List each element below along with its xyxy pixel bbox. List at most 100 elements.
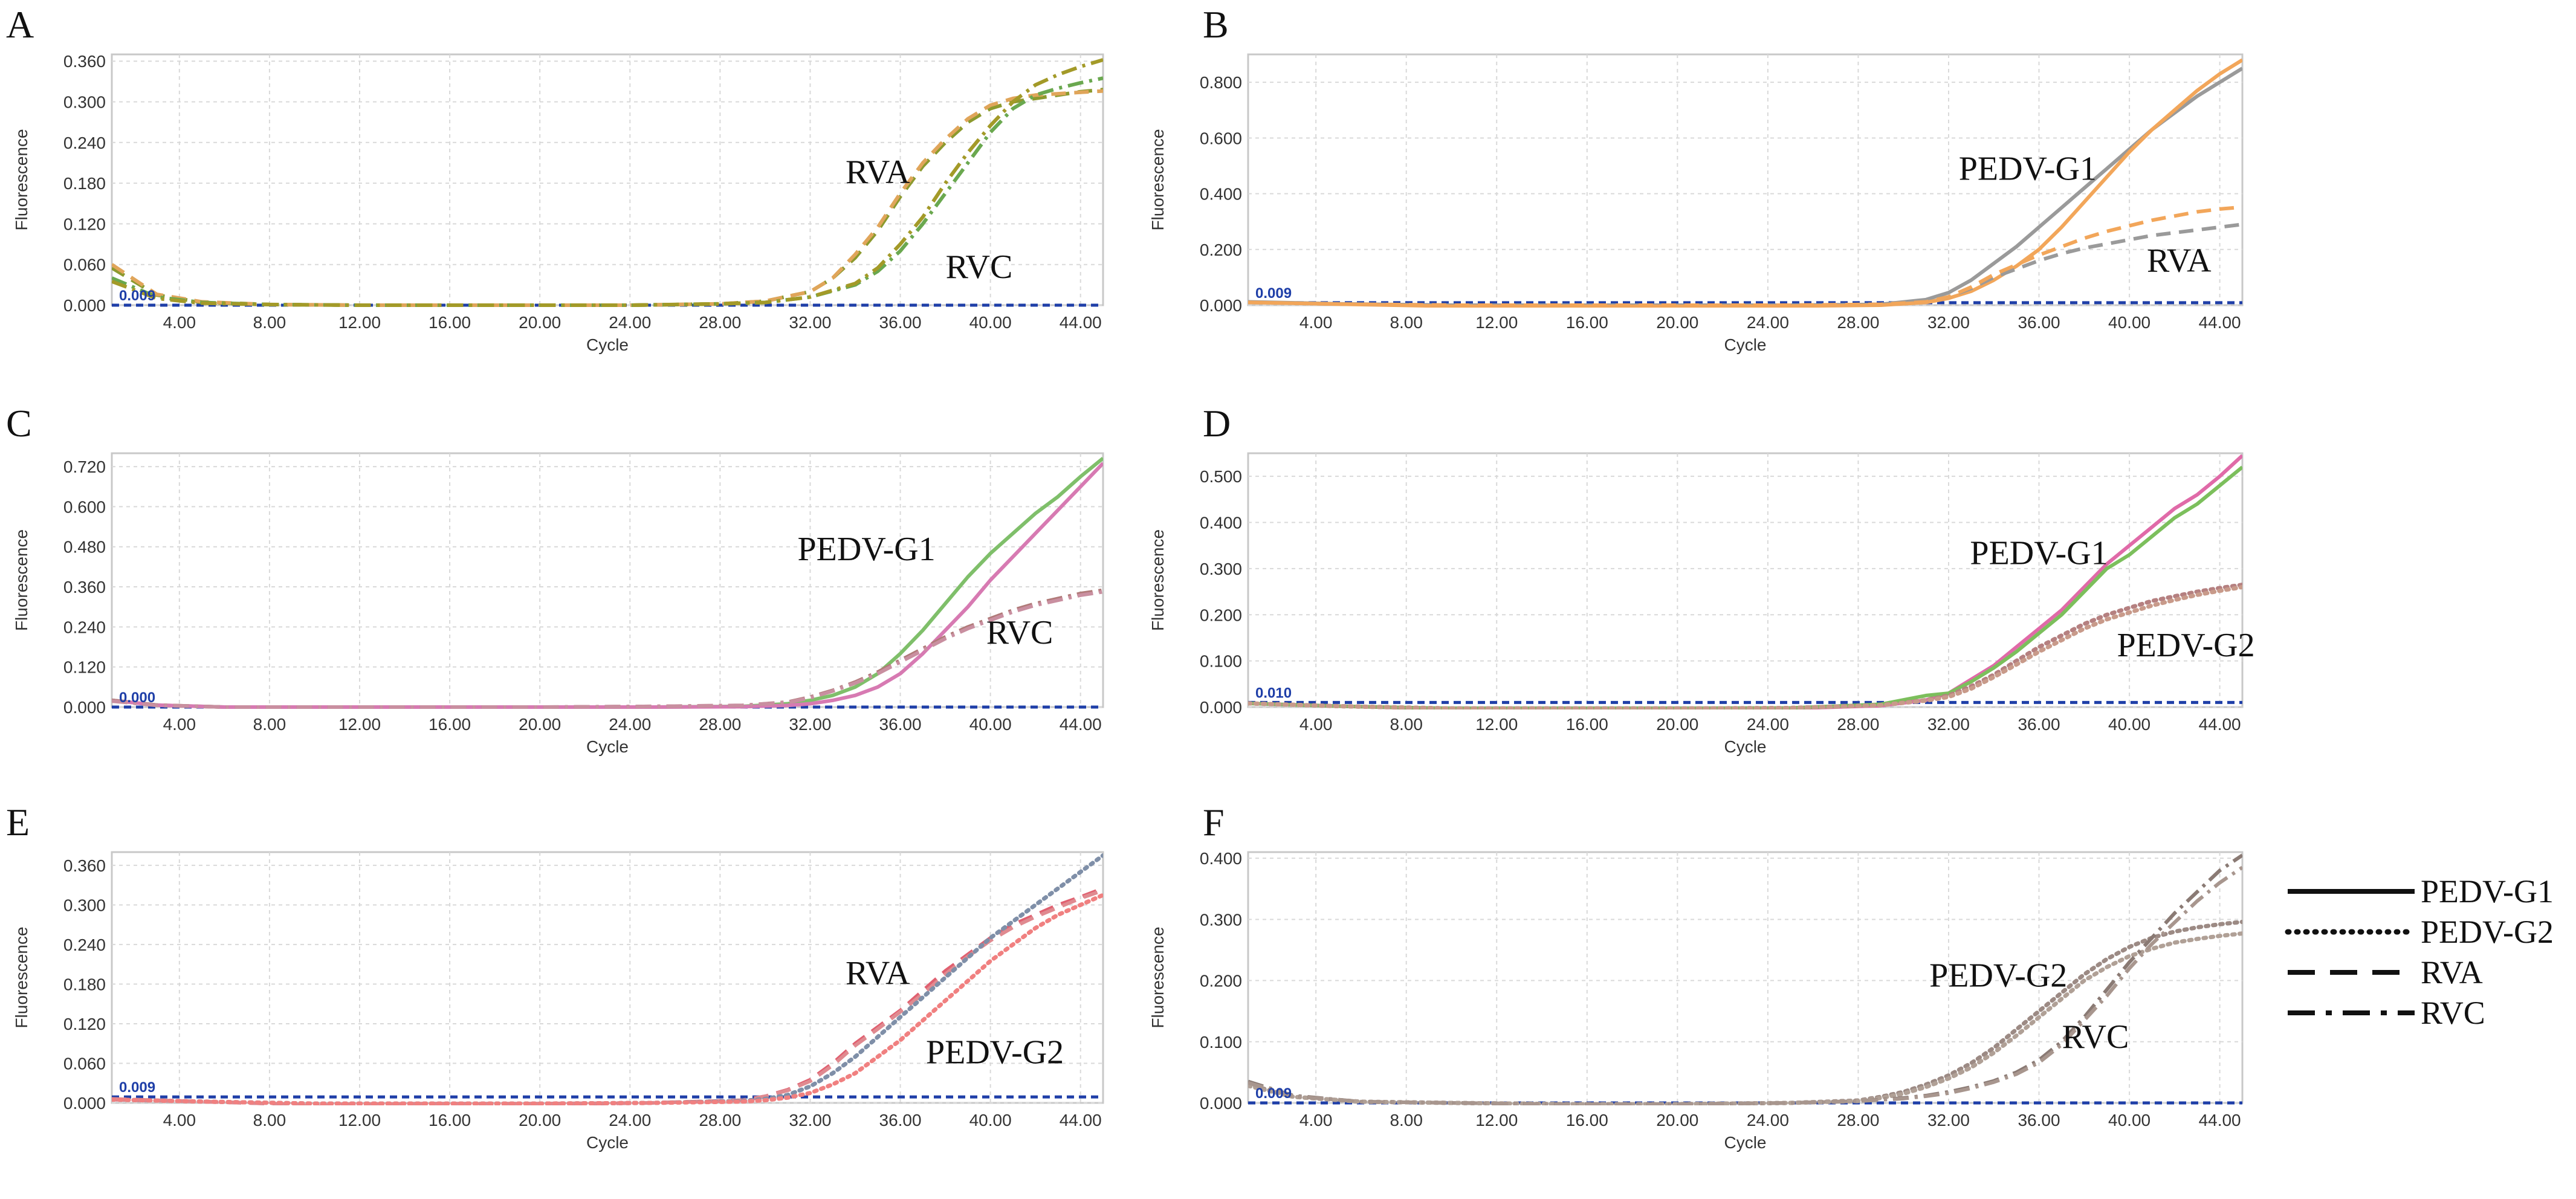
series-group xyxy=(112,58,1103,307)
x-tick-label: 12.00 xyxy=(1475,313,1518,332)
chart-panel-f: F 0.000 0.100 0.200 0.300 0.400 4.00 8.00 12.00 1… xyxy=(1148,801,2244,1152)
x-tick-label: 16.00 xyxy=(1566,1111,1608,1130)
legend-label: RVA xyxy=(2421,954,2483,991)
x-tick-label: 12.00 xyxy=(338,715,381,734)
series-annotation: PEDV-G2 xyxy=(926,1033,1064,1071)
y-tick-label: 0.300 xyxy=(1200,910,1242,929)
series-group xyxy=(1248,58,2242,308)
series-group xyxy=(112,853,1103,1105)
x-tick-label: 20.00 xyxy=(519,715,561,734)
x-tick-label: 20.00 xyxy=(519,313,561,332)
y-tick-label: 0.360 xyxy=(63,856,106,875)
x-tick-label: 20.00 xyxy=(519,1111,561,1130)
x-tick-label: 4.00 xyxy=(1299,715,1333,734)
y-axis-title: Fluorescence xyxy=(12,926,31,1028)
series-line-rvc xyxy=(112,590,1103,709)
panel-letter: F xyxy=(1203,801,1225,844)
x-tick-label: 44.00 xyxy=(2199,715,2241,734)
series-annotation: RVC xyxy=(946,248,1013,286)
x-tick-label: 32.00 xyxy=(1927,313,1970,332)
x-tick-label: 40.00 xyxy=(2108,1111,2150,1130)
x-tick-label: 40.00 xyxy=(969,715,1012,734)
series-group xyxy=(1248,853,2242,1105)
y-tick-label: 0.300 xyxy=(1200,560,1242,578)
x-tick-label: 20.00 xyxy=(1656,313,1698,332)
y-axis-title: Fluorescence xyxy=(1148,926,1167,1028)
x-tick-label: 20.00 xyxy=(1656,1111,1698,1130)
series-annotation: PEDV-G1 xyxy=(1970,534,2108,572)
x-tick-label: 44.00 xyxy=(2199,313,2241,332)
x-tick-label: 36.00 xyxy=(879,715,922,734)
plot-area xyxy=(111,851,1104,1104)
y-tick-label: 0.000 xyxy=(1200,698,1242,717)
x-tick-label: 8.00 xyxy=(1390,313,1423,332)
x-tick-label: 16.00 xyxy=(429,313,471,332)
x-tick-label: 24.00 xyxy=(609,1111,651,1130)
x-tick-label: 16.00 xyxy=(429,1111,471,1130)
x-tick-label: 28.00 xyxy=(1837,313,1879,332)
threshold-label: 0.000 xyxy=(119,690,155,706)
x-tick-label: 40.00 xyxy=(2108,313,2150,332)
x-axis-title: Cycle xyxy=(1724,737,1766,756)
y-tick-label: 0.100 xyxy=(1200,652,1242,671)
x-tick-label: 8.00 xyxy=(1390,715,1423,734)
x-tick-label: 36.00 xyxy=(879,313,922,332)
y-tick-label: 0.600 xyxy=(63,497,106,516)
x-tick-label: 32.00 xyxy=(789,1111,831,1130)
chart-panel-e: E 0.000 0.060 0.120 0.180 0.240 0.300 0.360 4.00… xyxy=(6,801,1104,1152)
panel-letter: B xyxy=(1203,3,1229,46)
y-tick-label: 0.240 xyxy=(63,936,106,954)
x-tick-label: 28.00 xyxy=(699,313,741,332)
x-axis-title: Cycle xyxy=(586,737,629,756)
y-tick-label: 0.000 xyxy=(1200,296,1242,315)
y-tick-label: 0.180 xyxy=(63,174,106,193)
series-annotation: PEDV-G1 xyxy=(1959,150,2097,188)
chart-panel-a: A 0.000 0.060 0.120 0.180 0.240 0.300 0.360 4.00… xyxy=(6,3,1104,354)
legend-item: PEDV-G1 xyxy=(2288,873,2554,910)
panel-letter: C xyxy=(6,402,32,445)
series-annotation: RVC xyxy=(2062,1018,2129,1056)
y-tick-label: 0.400 xyxy=(1200,514,1242,532)
y-tick-label: 0.000 xyxy=(63,296,106,315)
y-tick-label: 0.360 xyxy=(63,578,106,596)
series-line-rvc xyxy=(1248,865,2242,1105)
x-tick-label: 4.00 xyxy=(163,715,196,734)
plot-area xyxy=(1247,851,2244,1104)
x-tick-label: 28.00 xyxy=(1837,715,1879,734)
plot-area xyxy=(111,53,1104,306)
x-tick-label: 24.00 xyxy=(609,313,651,332)
y-tick-label: 0.060 xyxy=(63,256,106,274)
y-tick-label: 0.000 xyxy=(63,698,106,717)
x-tick-label: 4.00 xyxy=(163,313,196,332)
y-tick-label: 0.000 xyxy=(63,1094,106,1113)
series-group xyxy=(1248,454,2242,709)
series-annotation: PEDV-G2 xyxy=(2117,627,2254,664)
threshold-label: 0.009 xyxy=(1255,285,1292,302)
x-tick-label: 28.00 xyxy=(699,1111,741,1130)
panels: A 0.000 0.060 0.120 0.180 0.240 0.300 0.360 4.00… xyxy=(6,3,2255,1152)
legend-item: PEDV-G2 xyxy=(2285,914,2554,950)
y-tick-label: 0.120 xyxy=(63,1015,106,1033)
x-tick-label: 32.00 xyxy=(1927,715,1970,734)
y-tick-label: 0.240 xyxy=(63,618,106,636)
y-tick-label: 0.720 xyxy=(63,457,106,476)
y-tick-label: 0.100 xyxy=(1200,1033,1242,1052)
y-tick-label: 0.400 xyxy=(1200,185,1242,204)
legend: PEDV-G1 PEDV-G2 RVA RVC xyxy=(2285,873,2554,1031)
x-tick-label: 36.00 xyxy=(2018,1111,2060,1130)
series-line-pedv-g2 xyxy=(112,893,1103,1105)
x-tick-label: 8.00 xyxy=(253,1111,286,1130)
x-tick-label: 12.00 xyxy=(1475,1111,1518,1130)
x-tick-label: 24.00 xyxy=(1747,1111,1789,1130)
x-axis-title: Cycle xyxy=(1724,1133,1766,1152)
threshold-label: 0.009 xyxy=(119,288,155,304)
x-tick-label: 40.00 xyxy=(2108,715,2150,734)
plot-area xyxy=(111,452,1104,708)
x-axis-title: Cycle xyxy=(586,1133,629,1152)
x-tick-label: 4.00 xyxy=(1299,313,1333,332)
y-tick-label: 0.060 xyxy=(63,1054,106,1073)
x-tick-label: 8.00 xyxy=(1390,1111,1423,1130)
y-axis-title: Fluorescence xyxy=(12,529,31,631)
panel-letter: E xyxy=(6,801,30,844)
threshold-label: 0.009 xyxy=(1255,1085,1292,1102)
